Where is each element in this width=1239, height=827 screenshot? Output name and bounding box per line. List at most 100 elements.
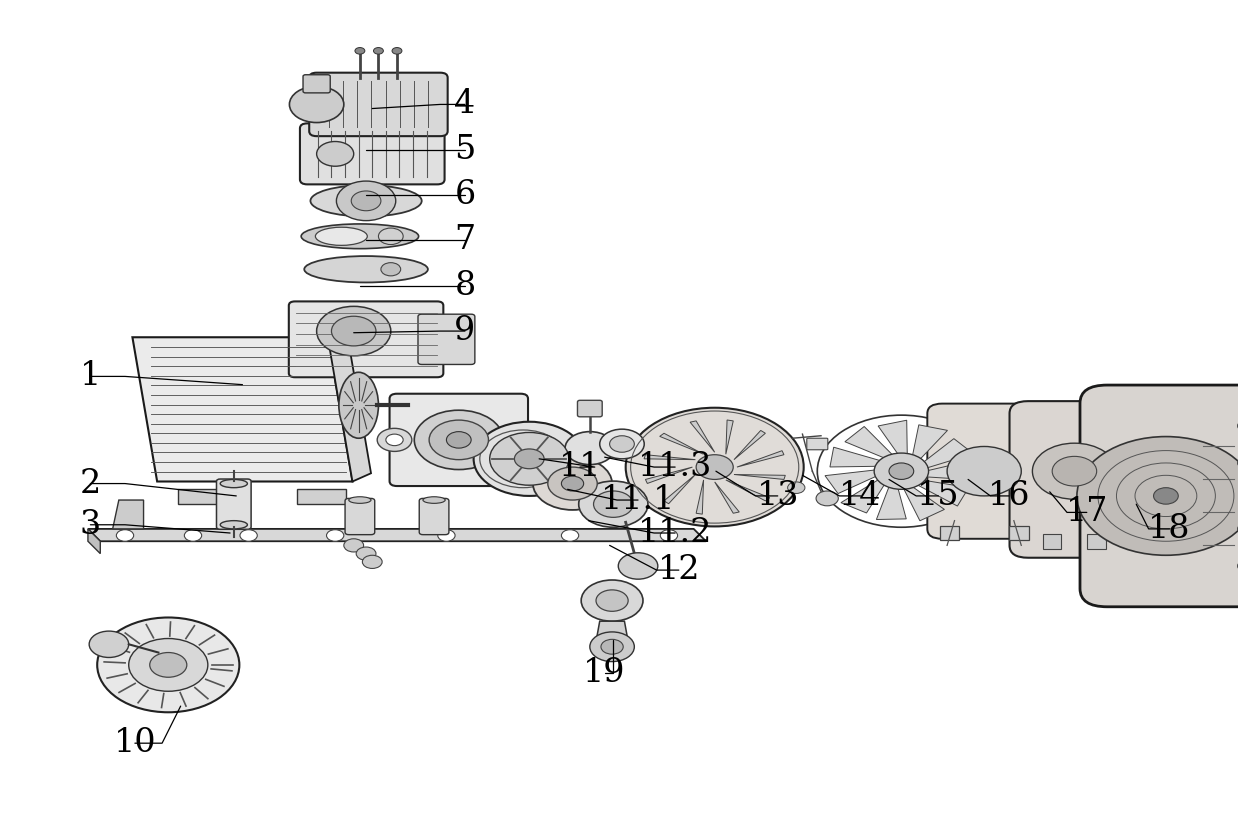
Text: 11.1: 11.1	[601, 484, 675, 516]
Polygon shape	[113, 500, 144, 529]
Bar	[297, 489, 346, 504]
Text: 8: 8	[455, 270, 476, 302]
Circle shape	[89, 631, 129, 657]
Circle shape	[1238, 560, 1239, 571]
Circle shape	[1238, 420, 1239, 432]
Text: 12: 12	[658, 554, 700, 586]
FancyBboxPatch shape	[418, 314, 475, 365]
Polygon shape	[659, 433, 704, 454]
Polygon shape	[595, 621, 629, 648]
Circle shape	[579, 481, 648, 528]
Polygon shape	[900, 480, 944, 521]
Circle shape	[596, 590, 628, 611]
Polygon shape	[916, 438, 974, 471]
Bar	[939, 527, 959, 539]
Circle shape	[129, 638, 208, 691]
Text: 4: 4	[455, 88, 476, 121]
Bar	[1043, 534, 1062, 548]
Circle shape	[890, 463, 913, 480]
Circle shape	[1238, 523, 1239, 535]
Circle shape	[601, 639, 623, 654]
Polygon shape	[133, 337, 352, 481]
Circle shape	[1077, 437, 1239, 555]
Polygon shape	[696, 480, 704, 514]
Ellipse shape	[221, 480, 248, 488]
Text: 10: 10	[114, 727, 156, 759]
FancyBboxPatch shape	[389, 394, 528, 486]
Bar	[177, 489, 245, 504]
Polygon shape	[914, 461, 976, 480]
Ellipse shape	[422, 497, 445, 504]
Polygon shape	[715, 482, 740, 514]
Circle shape	[788, 482, 805, 494]
FancyBboxPatch shape	[217, 479, 252, 529]
Circle shape	[290, 86, 343, 122]
Circle shape	[600, 429, 644, 459]
Ellipse shape	[311, 185, 421, 217]
Circle shape	[356, 547, 375, 560]
Circle shape	[377, 428, 411, 452]
Circle shape	[593, 491, 633, 518]
Circle shape	[561, 530, 579, 541]
FancyBboxPatch shape	[419, 499, 449, 535]
Circle shape	[817, 491, 839, 506]
Circle shape	[317, 141, 353, 166]
Text: 7: 7	[455, 224, 476, 256]
Ellipse shape	[301, 224, 419, 249]
Circle shape	[533, 457, 612, 510]
Polygon shape	[825, 469, 887, 494]
FancyBboxPatch shape	[344, 499, 374, 535]
Bar	[1009, 527, 1028, 539]
Text: 3: 3	[79, 509, 102, 541]
Text: 17: 17	[1066, 496, 1108, 528]
Circle shape	[429, 420, 488, 460]
Text: 15: 15	[917, 480, 960, 512]
Polygon shape	[646, 467, 693, 484]
Polygon shape	[830, 447, 891, 467]
Polygon shape	[876, 479, 906, 519]
Polygon shape	[690, 421, 715, 452]
FancyBboxPatch shape	[289, 301, 444, 377]
FancyBboxPatch shape	[1010, 401, 1140, 557]
Text: 2: 2	[79, 467, 102, 500]
Text: 16: 16	[987, 480, 1030, 512]
FancyBboxPatch shape	[577, 400, 602, 417]
Ellipse shape	[339, 372, 378, 438]
Circle shape	[947, 447, 1021, 496]
Circle shape	[618, 552, 658, 579]
Polygon shape	[878, 420, 907, 462]
Polygon shape	[911, 425, 948, 466]
FancyBboxPatch shape	[304, 74, 331, 93]
Text: 11.3: 11.3	[638, 451, 712, 483]
FancyBboxPatch shape	[807, 438, 828, 450]
Circle shape	[327, 530, 343, 541]
Circle shape	[446, 432, 471, 448]
Bar	[1088, 534, 1106, 548]
Ellipse shape	[97, 618, 239, 712]
Circle shape	[489, 433, 569, 485]
Ellipse shape	[348, 497, 370, 504]
Circle shape	[351, 191, 380, 211]
Circle shape	[590, 632, 634, 662]
Circle shape	[514, 449, 544, 469]
Circle shape	[1238, 457, 1239, 469]
Circle shape	[875, 453, 928, 490]
Polygon shape	[733, 430, 766, 460]
Text: 6: 6	[455, 179, 476, 211]
Circle shape	[473, 422, 585, 496]
FancyBboxPatch shape	[927, 404, 1041, 538]
Polygon shape	[737, 451, 784, 467]
Circle shape	[185, 530, 202, 541]
Ellipse shape	[305, 256, 427, 283]
Polygon shape	[908, 478, 969, 506]
Circle shape	[437, 530, 455, 541]
Polygon shape	[88, 529, 706, 541]
Ellipse shape	[316, 227, 367, 246]
Text: 13: 13	[757, 480, 799, 512]
Polygon shape	[726, 480, 769, 501]
FancyBboxPatch shape	[310, 73, 447, 136]
Circle shape	[1154, 488, 1178, 504]
Circle shape	[660, 530, 678, 541]
Circle shape	[1032, 443, 1116, 500]
Circle shape	[373, 47, 383, 54]
